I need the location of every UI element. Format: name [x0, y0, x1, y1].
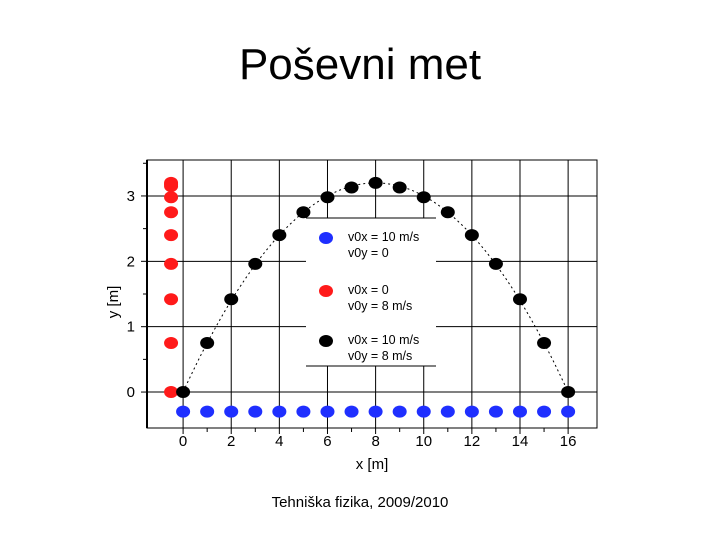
x-tick-label: 12: [464, 433, 481, 450]
data-points: [164, 176, 576, 418]
data-point-red: [164, 206, 179, 219]
data-point-red: [164, 191, 179, 204]
data-point-blue: [416, 405, 431, 418]
data-point-red: [164, 229, 179, 242]
legend: v0x = 10 m/s v0y = 0 v0x = 0 v0y = 8 m/s v0x…: [306, 217, 436, 367]
y-tick-label: 0: [127, 384, 135, 401]
data-point-black: [488, 257, 503, 270]
legend-text: v0x = 0: [348, 283, 389, 297]
legend-text: v0y = 0: [348, 246, 389, 260]
legend-text: v0x = 10 m/s: [348, 333, 419, 347]
data-point-red: [164, 178, 179, 191]
x-axis-label: x [m]: [356, 456, 389, 473]
data-point-blue: [512, 405, 527, 418]
data-point-black: [200, 337, 215, 350]
legend-text: v0x = 10 m/s: [348, 230, 419, 244]
data-point-blue: [248, 405, 263, 418]
x-tick-label: 14: [512, 433, 529, 450]
y-axis-label: y [m]: [105, 286, 122, 319]
data-point-black: [392, 181, 407, 194]
data-point-red: [164, 293, 179, 306]
data-point-blue: [272, 405, 287, 418]
data-point-blue: [296, 405, 311, 418]
y-tick-label: 3: [127, 188, 135, 205]
data-point-blue: [200, 405, 215, 418]
data-point-black: [512, 293, 527, 306]
data-point-black: [320, 191, 335, 204]
x-tick-label: 10: [415, 433, 432, 450]
data-point-black: [416, 191, 431, 204]
legend-marker-black: [319, 335, 333, 347]
data-point-black: [224, 293, 239, 306]
data-point-black: [176, 386, 191, 399]
legend-marker-blue: [319, 232, 333, 244]
x-tick-label: 8: [371, 433, 379, 450]
x-tick-label: 4: [275, 433, 283, 450]
data-point-red: [164, 337, 179, 350]
data-point-blue: [368, 405, 383, 418]
data-point-blue: [224, 405, 239, 418]
data-point-black: [561, 386, 576, 399]
data-point-black: [296, 206, 311, 219]
data-point-blue: [464, 405, 479, 418]
data-point-black: [440, 206, 455, 219]
legend-text: v0y = 8 m/s: [348, 349, 412, 363]
data-point-black: [537, 337, 552, 350]
x-tick-label: 16: [560, 433, 577, 450]
data-point-black: [464, 229, 479, 242]
x-tick-label: 0: [179, 433, 187, 450]
data-point-red: [164, 386, 179, 399]
y-tick-label: 1: [127, 319, 135, 336]
data-point-blue: [392, 405, 407, 418]
x-tick-label: 6: [323, 433, 331, 450]
data-point-blue: [488, 405, 503, 418]
data-point-blue: [440, 405, 455, 418]
data-point-blue: [537, 405, 552, 418]
data-point-black: [344, 181, 359, 194]
data-point-blue: [320, 405, 335, 418]
slide-title: Poševni met: [238, 40, 482, 89]
data-point-blue: [561, 405, 576, 418]
y-tick-label: 2: [127, 253, 135, 270]
data-point-black: [272, 229, 287, 242]
footer-text: Tehniška fizika, 2009/2010: [271, 494, 449, 511]
data-point-blue: [176, 405, 191, 418]
data-point-black: [368, 176, 383, 189]
data-point-black: [248, 257, 263, 270]
legend-marker-red: [319, 285, 333, 297]
legend-text: v0y = 8 m/s: [348, 299, 412, 313]
x-tick-label: 2: [227, 433, 235, 450]
data-point-red: [164, 257, 179, 270]
data-point-blue: [344, 405, 359, 418]
